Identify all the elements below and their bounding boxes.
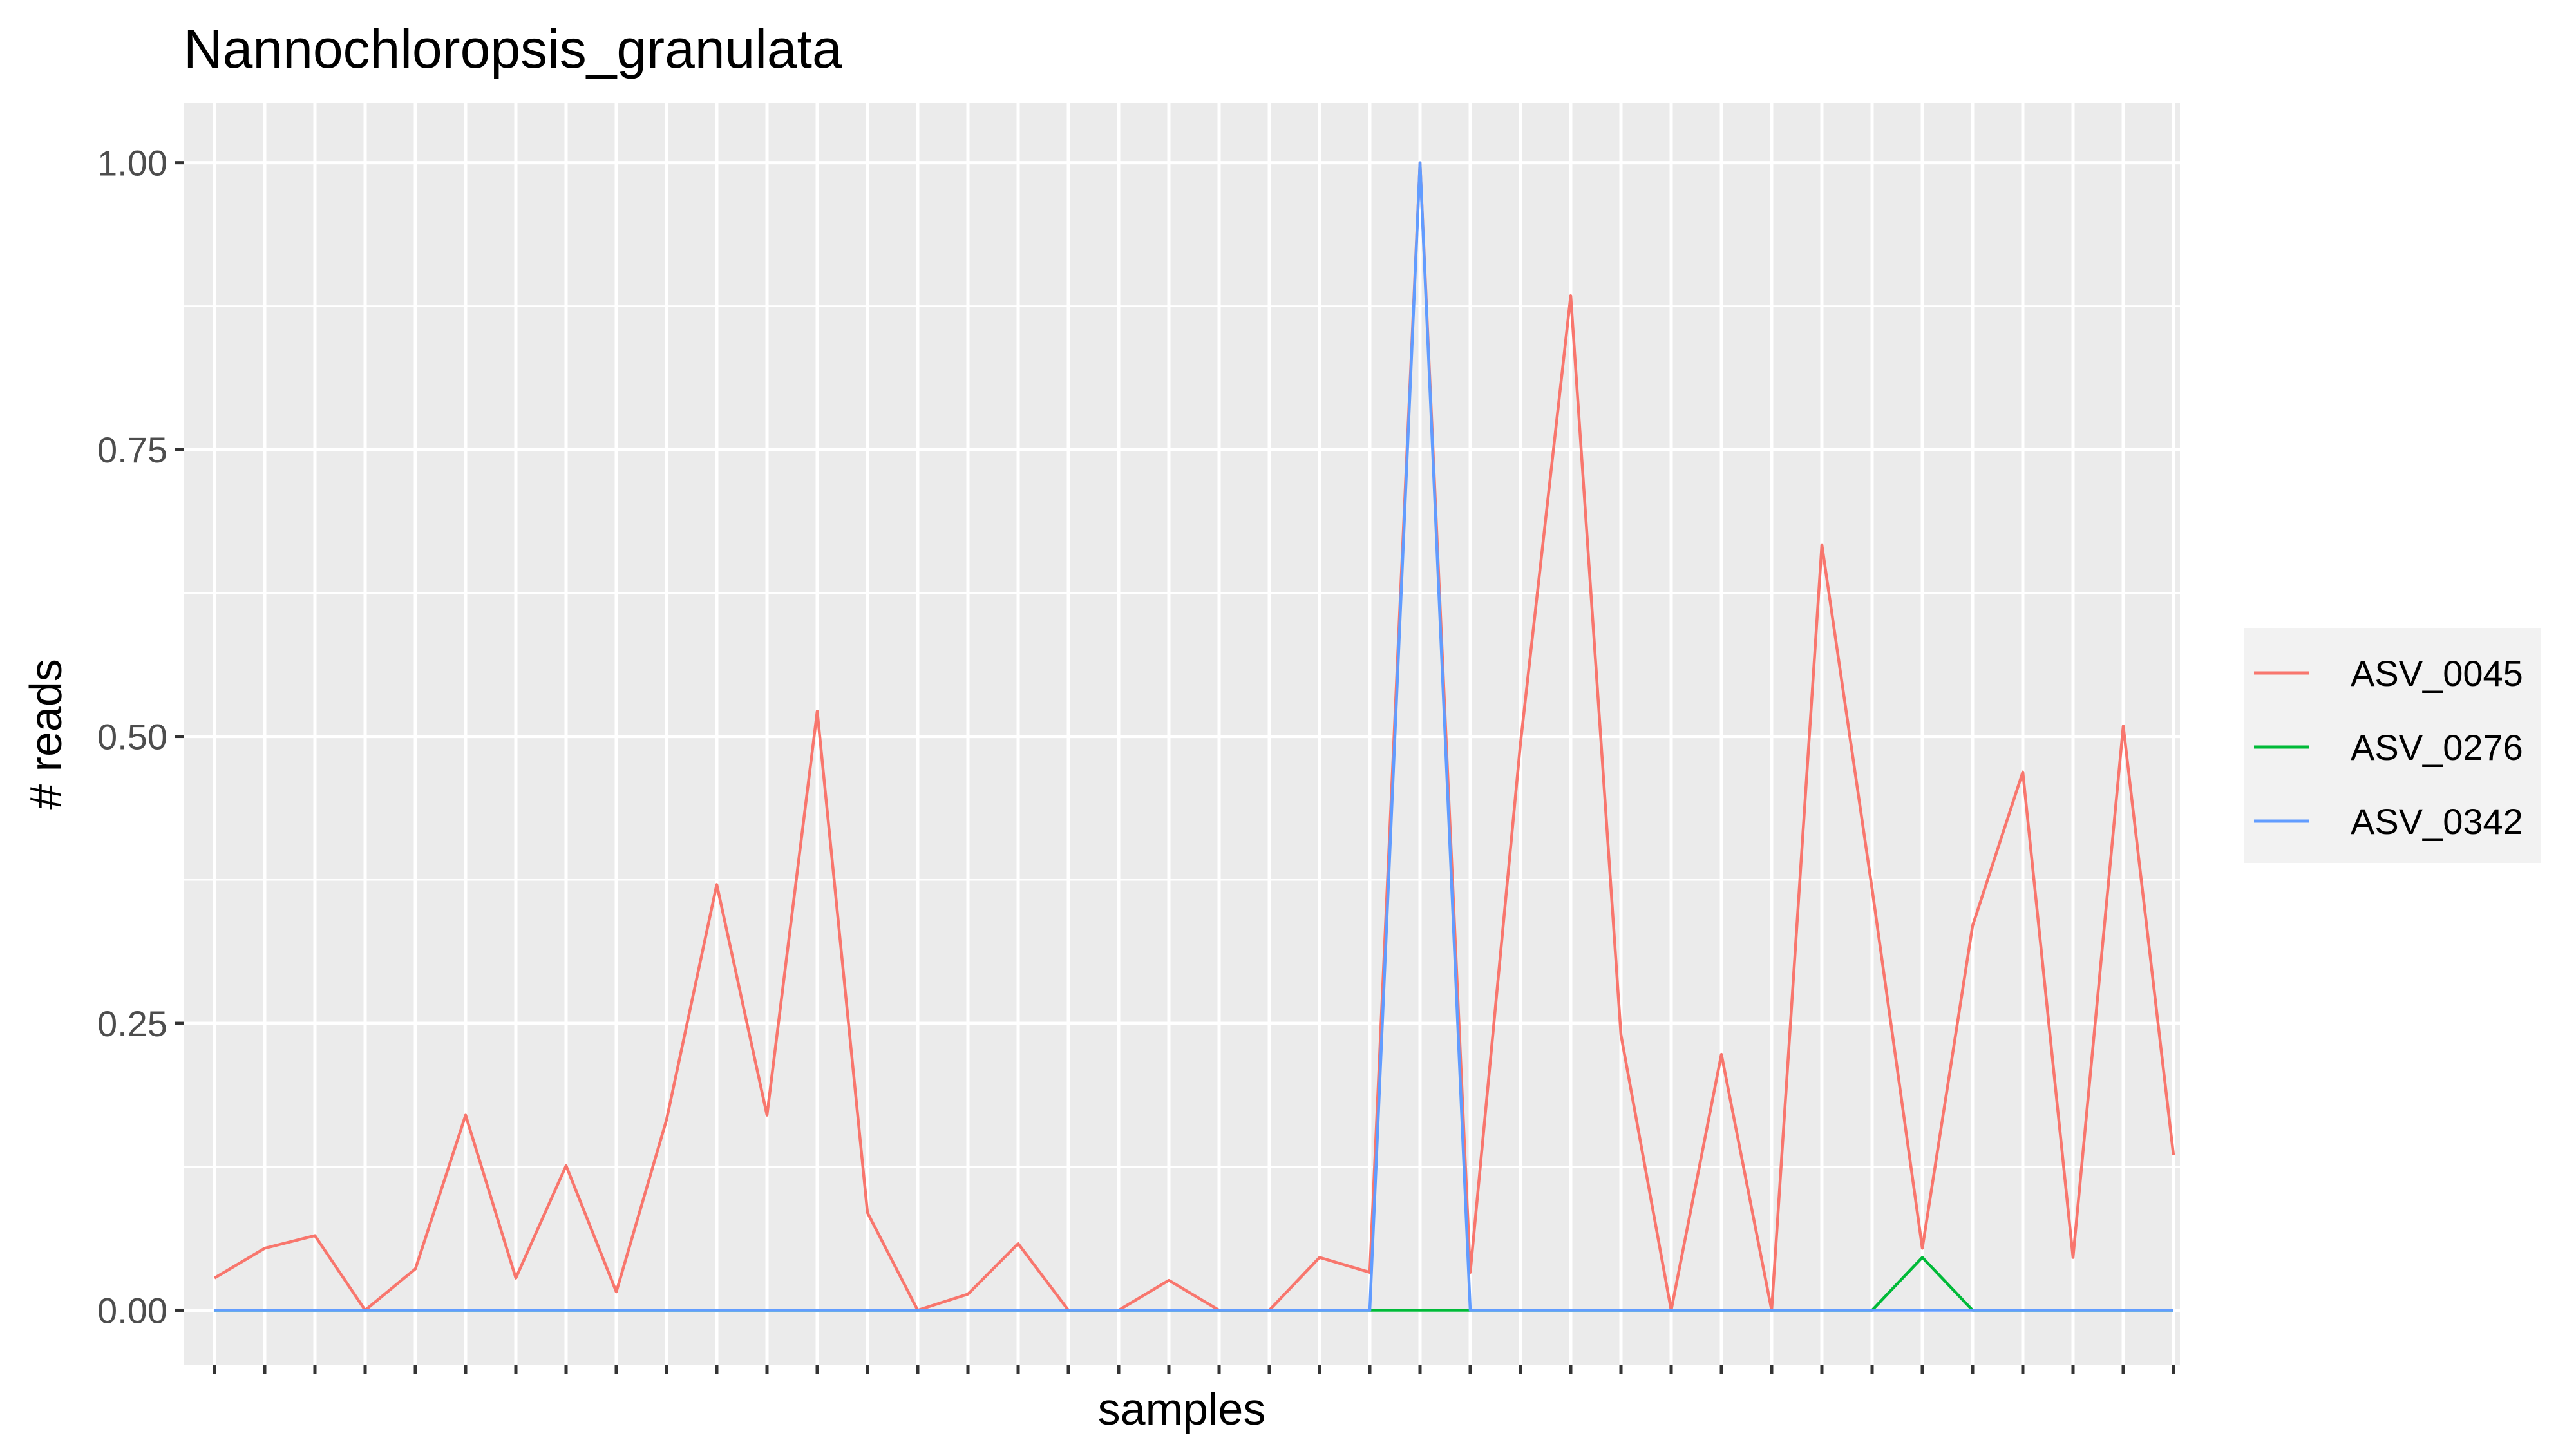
chart-title: Nannochloropsis_granulata — [184, 19, 842, 79]
legend: ASV_0045 ASV_0276 ASV_0342 — [2244, 628, 2541, 863]
x-axis-title: samples — [1098, 1384, 1266, 1434]
series-line-asv-0342 — [214, 161, 2174, 1312]
legend-label: ASV_0045 — [2351, 653, 2523, 694]
y-tick-label: 1.00 — [97, 143, 167, 184]
y-axis-title: # reads — [21, 659, 71, 809]
y-tick-label: 0.75 — [97, 430, 167, 470]
legend-label: ASV_0276 — [2351, 727, 2523, 768]
y-tick-label: 0.25 — [97, 1003, 167, 1044]
legend-items: ASV_0045 ASV_0276 ASV_0342 — [2254, 653, 2523, 842]
y-axis: 0.00 0.25 0.50 0.75 1.00 — [97, 143, 184, 1331]
legend-label: ASV_0342 — [2351, 801, 2523, 842]
series-lines — [213, 161, 2175, 1312]
x-axis — [213, 1365, 2175, 1374]
series-line-asv-0045 — [213, 161, 2175, 1312]
y-tick-label: 0.50 — [97, 717, 167, 757]
y-tick-label: 0.00 — [97, 1290, 167, 1331]
